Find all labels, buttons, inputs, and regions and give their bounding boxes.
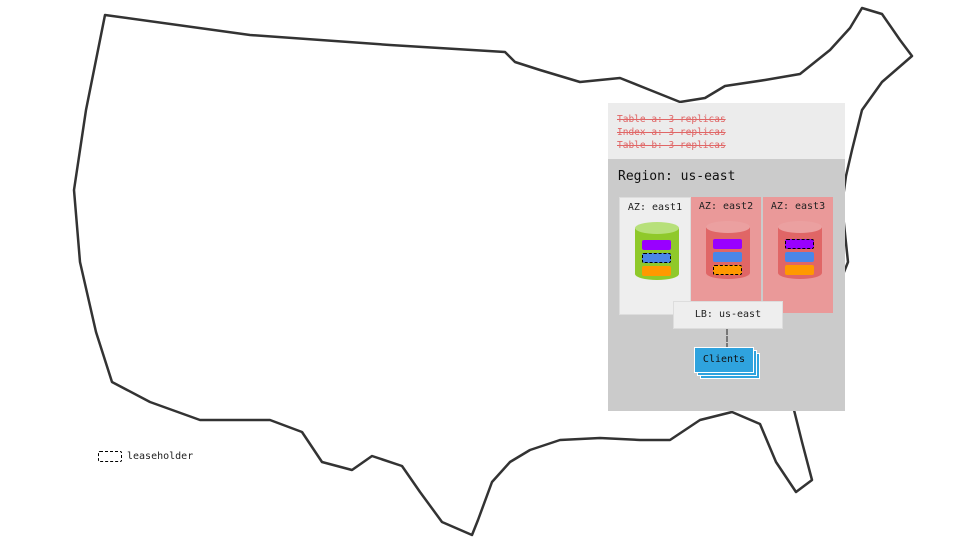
replica-purple — [642, 240, 671, 250]
replica-purple — [713, 239, 742, 249]
az-east3: AZ: east3 — [763, 197, 833, 313]
az-label: AZ: east1 — [627, 202, 683, 213]
region-label: Region: us-east — [618, 169, 736, 184]
replica-orange — [642, 266, 671, 276]
legend-label: leaseholder — [127, 451, 194, 462]
region-panel: Table a: 3 replicas Index a: 3 replicas … — [608, 103, 845, 411]
replica-orange — [785, 265, 814, 275]
constraint-table-b: Table b: 3 replicas — [617, 140, 726, 151]
replica-blue-leaseholder — [642, 253, 671, 263]
clients-box: Clients — [694, 347, 754, 373]
legend: leaseholder — [98, 451, 193, 462]
database-node-icon — [778, 221, 822, 285]
az-east1: AZ: east1 — [619, 197, 691, 315]
replica-orange-leaseholder — [713, 265, 742, 275]
replica-blue — [785, 252, 814, 262]
constraint-table-a: Table a: 3 replicas — [617, 114, 726, 125]
az-label: AZ: east3 — [770, 201, 826, 212]
replica-purple-leaseholder — [785, 239, 814, 249]
leaseholder-legend-icon — [98, 451, 122, 462]
replication-constraints: Table a: 3 replicas Index a: 3 replicas … — [608, 103, 845, 159]
replica-blue — [713, 252, 742, 262]
database-node-icon — [635, 222, 679, 286]
connection-line — [726, 329, 728, 349]
constraint-index-a: Index a: 3 replicas — [617, 127, 726, 138]
az-east2: AZ: east2 — [691, 197, 761, 313]
az-label: AZ: east2 — [698, 201, 754, 212]
load-balancer: LB: us-east — [673, 301, 783, 329]
database-node-icon — [706, 221, 750, 285]
